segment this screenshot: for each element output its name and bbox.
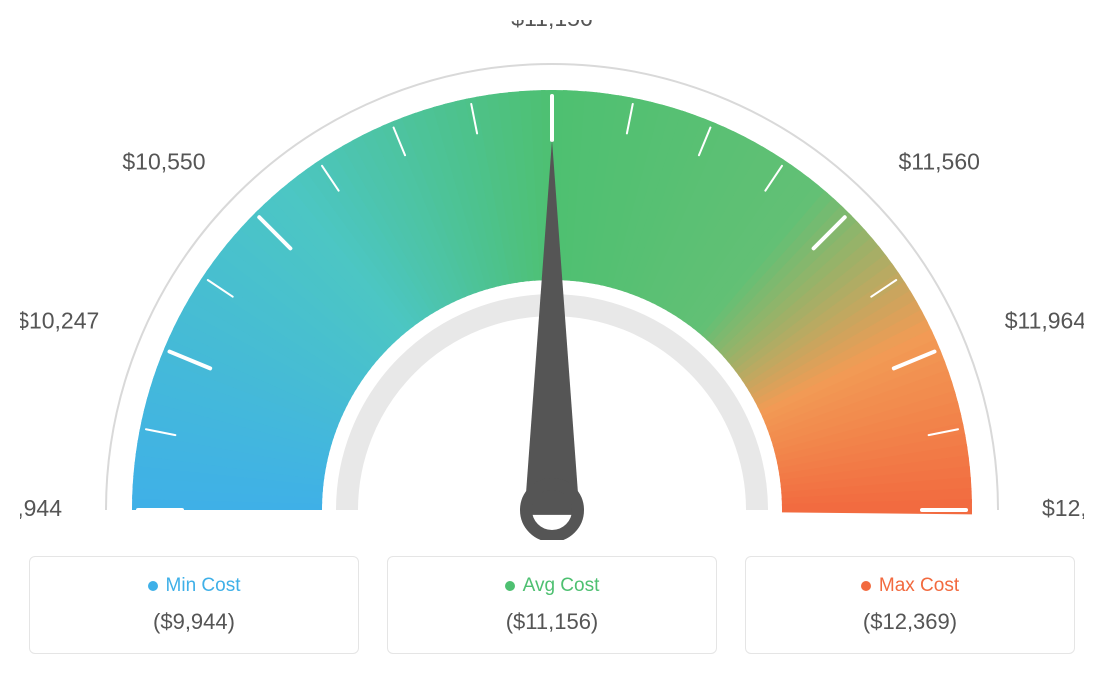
min-cost-card: Min Cost ($9,944) (29, 556, 359, 654)
avg-cost-value: ($11,156) (408, 609, 696, 635)
max-cost-label-row: Max Cost (766, 575, 1054, 597)
svg-text:$9,944: $9,944 (20, 495, 62, 521)
max-dot-icon (861, 581, 871, 591)
min-cost-label: Min Cost (166, 575, 241, 597)
avg-cost-label-row: Avg Cost (408, 575, 696, 597)
max-cost-value: ($12,369) (766, 609, 1054, 635)
svg-text:$12,369: $12,369 (1042, 495, 1084, 521)
avg-cost-label: Avg Cost (523, 575, 600, 597)
max-cost-label: Max Cost (879, 575, 959, 597)
avg-cost-card: Avg Cost ($11,156) (387, 556, 717, 654)
avg-dot-icon (505, 581, 515, 591)
svg-text:$10,550: $10,550 (122, 149, 205, 175)
svg-text:$10,247: $10,247 (20, 308, 99, 334)
max-cost-card: Max Cost ($12,369) (745, 556, 1075, 654)
gauge-svg: $9,944 $10,247 $10,550 $11,156 $11,560 $11,96… (20, 20, 1084, 540)
min-cost-label-row: Min Cost (50, 575, 338, 597)
legend-cards: Min Cost ($9,944) Avg Cost ($11,156) Max… (20, 556, 1084, 654)
gauge-area: $9,944 $10,247 $10,550 $11,156 $11,560 $11,96… (20, 20, 1084, 540)
svg-text:$11,156: $11,156 (511, 20, 592, 31)
min-dot-icon (148, 581, 158, 591)
svg-text:$11,560: $11,560 (898, 149, 979, 175)
min-cost-value: ($9,944) (50, 609, 338, 635)
cost-gauge-chart: $9,944 $10,247 $10,550 $11,156 $11,560 $11,96… (20, 20, 1084, 654)
svg-text:$11,964: $11,964 (1005, 308, 1084, 334)
